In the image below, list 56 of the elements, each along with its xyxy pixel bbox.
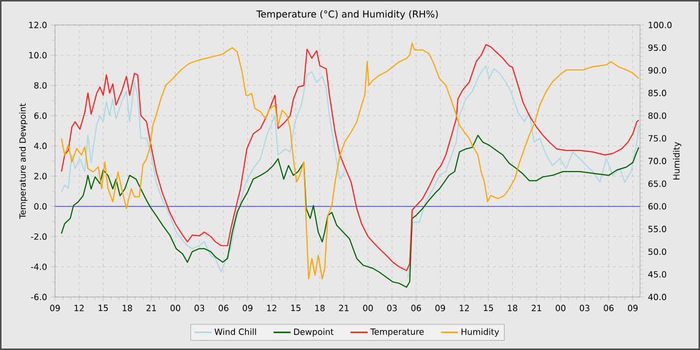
x-tick-label: 06 [604,304,614,312]
y2-tick-label: 50.0 [648,248,666,255]
x-tick-label: 00 [363,304,373,312]
y-tick-label: 4.0 [34,142,47,150]
x-tick-label: 03 [387,304,397,312]
y2-tick-label: 65.0 [648,180,666,187]
y2-tick-label: 95.0 [648,44,666,51]
y2-tick-label: 90.0 [648,67,666,74]
y2-tick-label: 100.0 [648,22,672,28]
x-tick-label: 18 [508,304,518,312]
x-tick-label: 03 [194,304,204,312]
legend-label: Dewpoint [294,328,334,337]
y-tick-label: 10.0 [29,52,47,58]
x-tick-label: 06 [411,304,421,312]
x-tick-label: 18 [122,304,132,312]
line-series [60,134,640,288]
y2-tick-label: 55.0 [648,226,666,232]
y-tick-label: 6.0 [34,112,47,119]
y2-tick-label: 75.0 [648,135,666,142]
legend-label: Wind Chill [214,328,256,335]
x-tick-label: 06 [218,304,228,312]
y2-tick-label: 60.0 [648,203,666,210]
x-tick-label: 15 [98,304,108,312]
y2-tick-label: 80.0 [648,112,666,119]
x-tick-label: 00 [556,304,566,312]
y2-tick-label: 85.0 [648,90,666,96]
x-tick-label: 03 [580,304,590,312]
x-tick-label: 12 [460,304,469,312]
y-tick-label: 8.0 [34,82,47,89]
y-axis-title: Temperature and Dewpoint [19,103,28,219]
y-tick-label: -6.0 [31,294,47,300]
y-tick-label: 0.0 [34,203,47,210]
y2-tick-label: 45.0 [648,271,666,278]
x-tick-label: 09 [435,304,446,312]
legend-label: Temperature [370,328,424,337]
y-tick-label: -4.0 [31,264,47,270]
x-tick-label: 00 [170,304,180,312]
x-tick-label: 15 [291,304,300,312]
x-tick-label: 18 [315,304,325,312]
x-tick-label: 12 [74,304,84,312]
chart-title: Temperature (°C) and Humidity (RH%) [256,10,438,20]
y2-tick-label: 40.0 [648,294,666,300]
legend-label: Humidity [462,328,500,337]
x-tick-label: 21 [532,304,542,312]
y-tick-label: -2.0 [31,233,47,240]
y-tick-label: 12.0 [29,22,47,28]
x-tick-label: 09 [628,304,638,312]
y2-axis-title: Humidity [673,142,682,180]
y2-tick-label: 70.0 [648,158,666,164]
x-tick-label: 21 [339,304,349,312]
x-tick-label: 09 [242,304,252,312]
x-tick-label: 21 [146,304,156,312]
x-tick-label: 12 [267,304,276,312]
y-tick-label: 2.0 [34,172,47,180]
x-tick-label: 15 [484,304,493,312]
x-tick-label: 09 [50,304,60,312]
